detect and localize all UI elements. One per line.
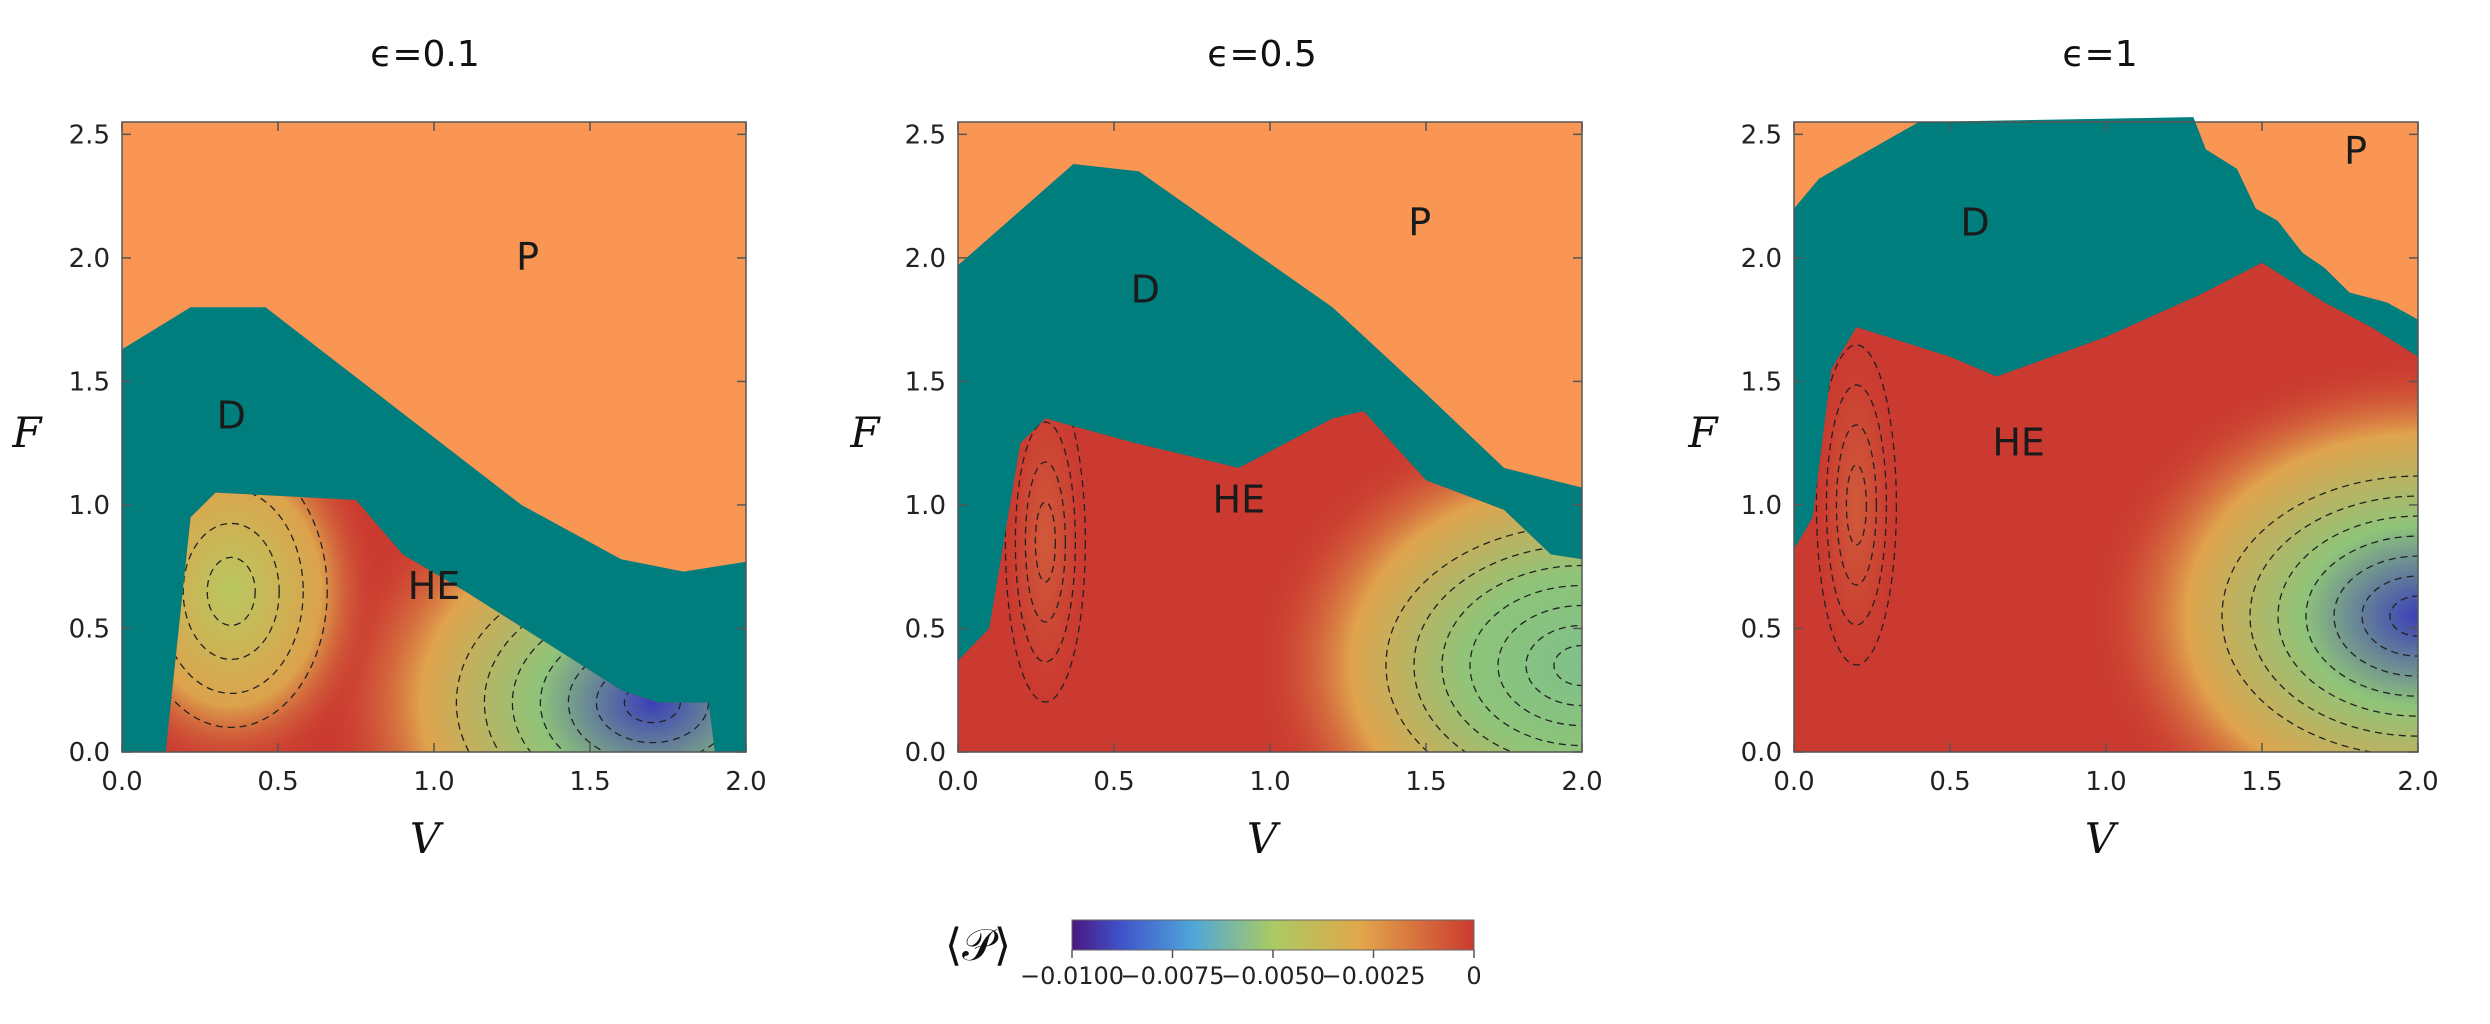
colorbar-ticks: −0.0100−0.0075−0.0050−0.0025 0 (1020, 950, 1482, 990)
y-tick-label: 2.5 (69, 120, 110, 150)
region-label-P: P (516, 235, 539, 279)
potential-local-minimum (1816, 334, 1897, 675)
x-axis-label: V (1247, 814, 1281, 863)
colorbar-tick-label: 0 (1466, 962, 1481, 990)
contour-line (206, 556, 256, 627)
x-tick-label: 0.5 (1093, 767, 1134, 797)
contour-line (1825, 384, 1888, 626)
y-tick-label: 0.0 (905, 738, 946, 768)
y-tick-label: 2.0 (69, 244, 110, 274)
contour-line (182, 522, 280, 661)
y-tick-label: 1.0 (1741, 491, 1782, 521)
x-tick-label: 0.0 (937, 767, 978, 797)
panel-eps-0.5: ϵ=0.5 0.0 0.5 1.0 1.5 2.0 0.0 0.5 1.0 1.5 2.0 2.5 P… (849, 34, 1603, 863)
y-tick-label: 0.5 (1741, 614, 1782, 644)
contour-line (1815, 344, 1898, 666)
contour-line (1845, 464, 1868, 546)
region-label-HE: HE (408, 564, 461, 608)
plot-area: 0.0 0.5 1.0 1.5 2.0 0.0 0.5 1.0 1.5 2.0 2.5 P D HE (905, 120, 1603, 797)
contour-line (165, 492, 304, 695)
contour-line (1024, 461, 1067, 623)
colorbar-tick-label: −0.0100 (1020, 962, 1124, 990)
x-tick-label: 0.5 (1929, 767, 1970, 797)
x-tick-label: 1.5 (2241, 767, 2282, 797)
contour-line (1004, 411, 1087, 703)
y-tick-label: 2.5 (1741, 120, 1782, 150)
x-tick-label: 1.5 (1405, 767, 1446, 797)
panel-title: ϵ=1 (2062, 34, 2137, 75)
y-tick-label: 1.5 (905, 367, 946, 397)
colorbar-gradient (1071, 919, 1475, 951)
panel-title: ϵ=0.5 (1207, 34, 1317, 75)
region-label-P: P (1408, 201, 1431, 245)
x-axis-label: V (2085, 814, 2119, 863)
x-tick-label: 1.0 (2085, 767, 2126, 797)
plot-area: 0.0 0.5 1.0 1.5 2.0 0.0 0.5 1.0 1.5 2.0 2.5 P D HE (1741, 117, 2439, 797)
y-tick-label: 0.0 (69, 738, 110, 768)
contour-line (2305, 535, 2418, 697)
y-axis-label: F (849, 408, 881, 457)
x-tick-label: 0.0 (101, 767, 142, 797)
region-label-D: D (1960, 201, 1989, 245)
potential-field (1815, 334, 2418, 753)
potential-minimum (1252, 411, 1582, 752)
x-axis-label: V (410, 814, 444, 863)
contour-line (1385, 524, 1582, 752)
contour-line (1553, 644, 1582, 687)
y-tick-label: 1.0 (905, 491, 946, 521)
region-label-HE: HE (1213, 477, 1266, 521)
panel-eps-1: ϵ=1 0.0 0.5 1.0 1.5 2.0 0.0 0.5 1.0 1.5 2.0 2.5 P D H… (1687, 34, 2439, 863)
potential-local-minimum (1005, 411, 1086, 712)
panel-title: ϵ=0.1 (370, 34, 480, 75)
y-tick-label: 0.0 (1741, 738, 1782, 768)
y-tick-label: 0.5 (905, 614, 946, 644)
contour-line (539, 621, 715, 752)
region-label-D: D (217, 393, 246, 437)
region-label-D: D (1131, 267, 1160, 311)
panel-eps-0.1: ϵ=0.1 0.0 0.5 1.0 1.5 2.0 0.0 0.5 1.0 1.5 2.0 2.5 P… (11, 34, 767, 863)
contour-line (1014, 421, 1077, 663)
contour-line (165, 492, 328, 729)
y-tick-label: 1.0 (69, 491, 110, 521)
colorbar-label: ⟨𝒫⟩ (945, 920, 1011, 971)
y-tick-label: 1.5 (1741, 367, 1782, 397)
contour-line (1835, 424, 1878, 586)
colorbar: ⟨𝒫⟩ −0.0100−0.0075−0.0050−0.0025 0 (945, 919, 1482, 990)
contour-line (1034, 501, 1057, 583)
x-tick-label: 0.0 (1773, 767, 1814, 797)
x-tick-label: 0.5 (257, 767, 298, 797)
region-label-HE: HE (1992, 421, 2045, 465)
y-axis-label: F (11, 408, 43, 457)
x-tick-label: 2.0 (1561, 767, 1602, 797)
y-tick-label: 2.0 (905, 244, 946, 274)
y-tick-label: 0.5 (69, 614, 110, 644)
y-tick-label: 2.0 (1741, 244, 1782, 274)
region-label-P: P (2344, 129, 2367, 173)
y-axis-label: F (1687, 408, 1719, 457)
colorbar-tick-label: −0.0050 (1221, 962, 1325, 990)
x-tick-label: 1.5 (569, 767, 610, 797)
plot-area: 0.0 0.5 1.0 1.5 2.0 0.0 0.5 1.0 1.5 2.0 2.5 P D HE (69, 120, 767, 797)
potential-minimum (2088, 356, 2418, 753)
y-tick-label: 1.5 (69, 367, 110, 397)
x-tick-label: 2.0 (2397, 767, 2438, 797)
x-tick-label: 1.0 (413, 767, 454, 797)
contour-line (2389, 595, 2418, 637)
contour-line (2221, 475, 2418, 753)
colorbar-tick-label: −0.0025 (1321, 962, 1425, 990)
y-tick-label: 2.5 (905, 120, 946, 150)
colorbar-tick-label: −0.0075 (1120, 962, 1224, 990)
contour-line (1469, 584, 1582, 747)
potential-field (1004, 411, 1582, 752)
x-tick-label: 1.0 (1249, 767, 1290, 797)
x-tick-label: 2.0 (725, 767, 766, 797)
